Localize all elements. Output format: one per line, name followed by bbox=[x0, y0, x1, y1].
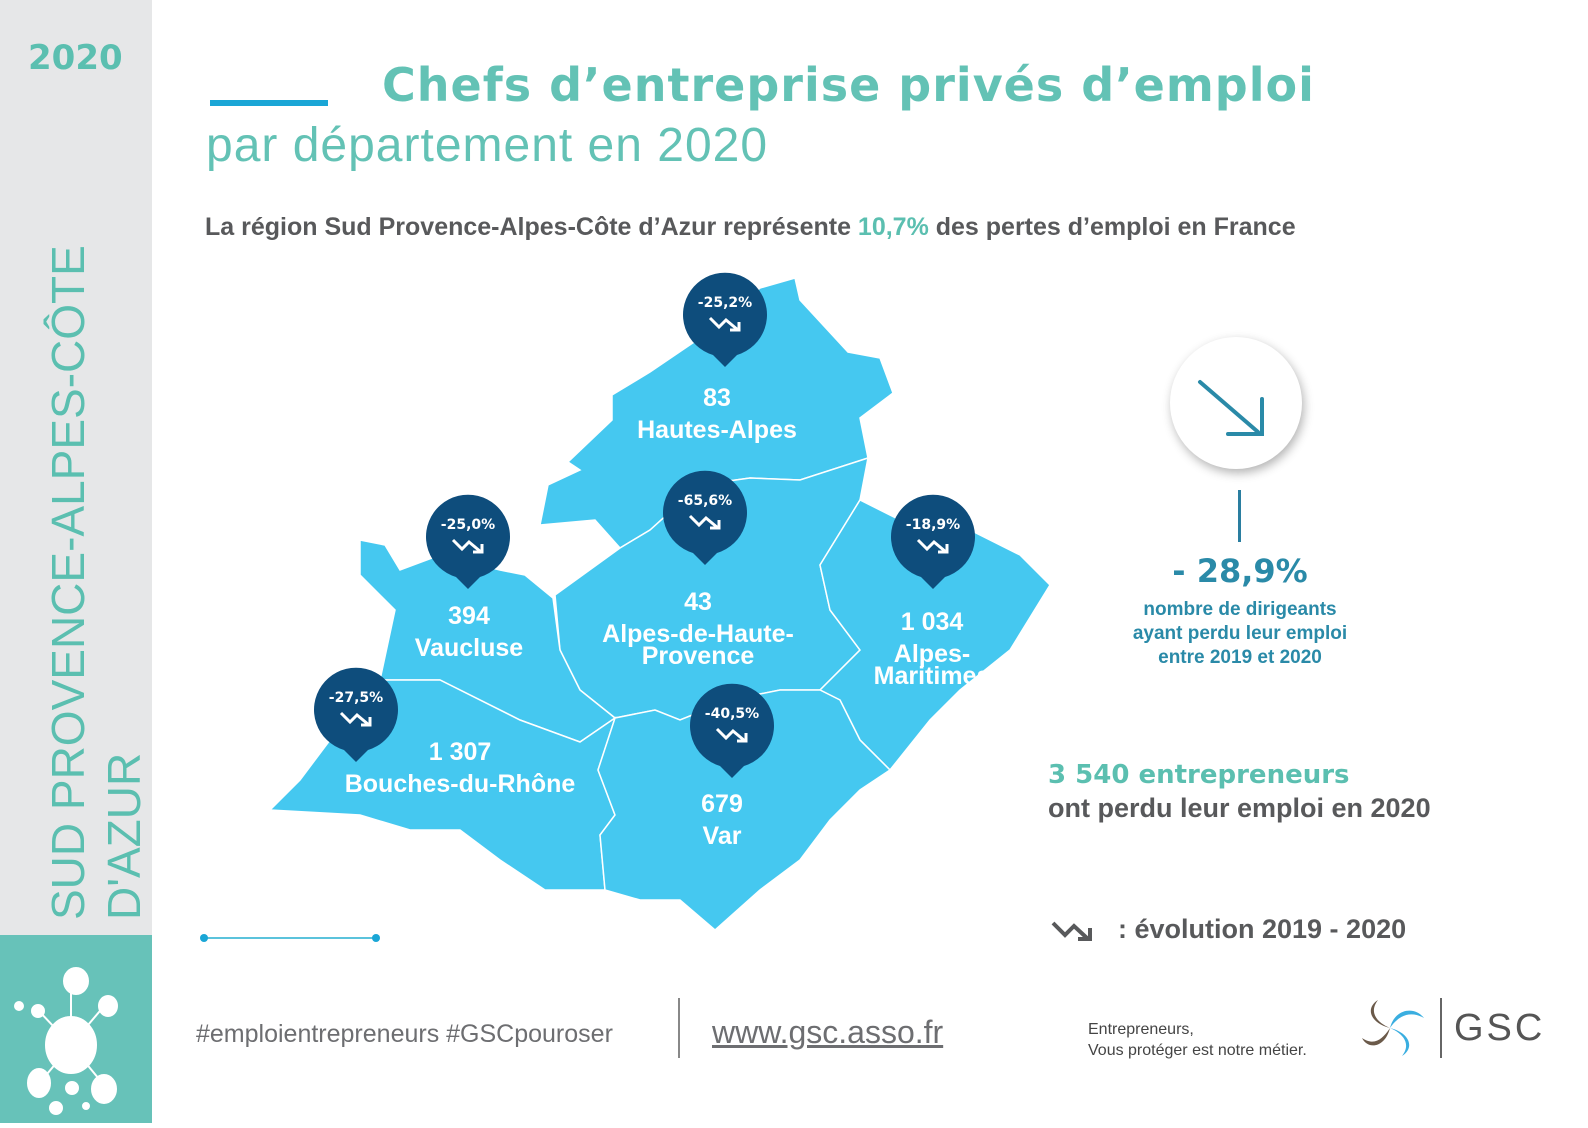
legend-label: : évolution 2019 - 2020 bbox=[1118, 914, 1407, 944]
share-text-before: La région Sud Provence-Alpes-Côte d’Azur… bbox=[205, 213, 858, 241]
total-description: ont perdu leur emploi en 2020 bbox=[1048, 793, 1431, 823]
evolution-pin: -40,5% bbox=[690, 683, 774, 778]
decorative-divider bbox=[200, 934, 380, 942]
sidebar: 2020 SUD PROVENCE-ALPES-CÔTE D'AZUR bbox=[0, 0, 152, 935]
description-line: ayant perdu leur emploi bbox=[1132, 623, 1348, 644]
evolution-percent: -25,0% bbox=[441, 517, 495, 533]
evolution-pin: -25,0% bbox=[426, 494, 511, 589]
description-line: entre 2019 et 2020 bbox=[1158, 647, 1322, 668]
gsc-logo: GSC bbox=[1360, 998, 1545, 1058]
page-subtitle: par département en 2020 bbox=[206, 119, 769, 172]
trend-down-icon bbox=[451, 538, 482, 554]
evolution-percent: -18,9% bbox=[906, 517, 960, 533]
page-title: Chefs d’entreprise privés d’emploi bbox=[382, 58, 1315, 112]
department-count: 83 bbox=[703, 384, 731, 412]
tagline: Entrepreneurs, Vous protéger est notre mé… bbox=[1088, 1019, 1307, 1061]
footer-separator bbox=[678, 998, 680, 1058]
trend-down-icon bbox=[715, 727, 746, 743]
trend-down-badge bbox=[1170, 337, 1302, 469]
trend-arrowhead bbox=[361, 717, 372, 727]
department-name: Vaucluse bbox=[415, 634, 523, 662]
department-count: 1 034 bbox=[901, 608, 964, 636]
title-accent-bar bbox=[210, 100, 328, 106]
legend: : évolution 2019 - 2020 bbox=[1050, 914, 1406, 945]
department-name: Var bbox=[703, 822, 742, 850]
department-count: 43 bbox=[684, 588, 712, 616]
year-label: 2020 bbox=[28, 38, 123, 78]
website-link[interactable]: www.gsc.asso.fr bbox=[712, 1014, 944, 1050]
trend-down-icon bbox=[1051, 921, 1092, 941]
arrow-down-right-icon bbox=[1198, 380, 1264, 436]
trend-arrowhead bbox=[473, 544, 484, 554]
trend-down-icon bbox=[708, 316, 739, 332]
evolution-percent: -65,6% bbox=[678, 493, 732, 509]
region-evolution-description: nombre de dirigeants ayant perdu leur em… bbox=[1100, 598, 1380, 670]
trend-arrowhead bbox=[730, 322, 741, 332]
network-logo bbox=[0, 935, 152, 1123]
trend-arrowhead bbox=[737, 733, 748, 743]
evolution-pin: -25,2% bbox=[683, 272, 768, 367]
share-text-after: des pertes d’emploi en France bbox=[928, 213, 1296, 241]
network-icon bbox=[14, 967, 118, 1115]
department-count: 394 bbox=[448, 602, 490, 630]
gsc-swirl-icon bbox=[1362, 1000, 1424, 1056]
description-line: nombre de dirigeants bbox=[1143, 599, 1337, 620]
trend-arrowhead bbox=[938, 544, 949, 554]
tagline-line: Entrepreneurs, bbox=[1088, 1021, 1194, 1038]
trend-down-icon bbox=[339, 711, 370, 727]
department-name: Provence bbox=[642, 642, 755, 670]
region-evolution-percent: - 28,9% bbox=[1172, 552, 1308, 590]
total-entrepreneurs: 3 540 entrepreneurs bbox=[1048, 760, 1350, 790]
department-name: Bouches-du-Rhône bbox=[345, 770, 576, 798]
evolution-pin: -27,5% bbox=[314, 667, 398, 762]
evolution-percent: -25,2% bbox=[698, 295, 752, 311]
trend-down-icon bbox=[688, 514, 719, 530]
logo-divider bbox=[1440, 998, 1442, 1058]
evolution-percent: -27,5% bbox=[329, 690, 383, 706]
department-count: 1 307 bbox=[429, 738, 492, 766]
department-vaucluse bbox=[359, 539, 617, 743]
department-name: Hautes-Alpes bbox=[637, 416, 797, 444]
evolution-pin: -65,6% bbox=[662, 470, 747, 565]
evolution-pin: -18,9% bbox=[891, 494, 975, 589]
hashtags: #emploientrepreneurs #GSCpouroser bbox=[196, 1020, 613, 1048]
region-share-text: La région Sud Provence-Alpes-Côte d’Azur… bbox=[205, 213, 1296, 242]
trend-arrowhead bbox=[710, 520, 721, 530]
department-name: Alpes-de-Haute- bbox=[602, 620, 794, 648]
department-name: Maritimes bbox=[874, 662, 991, 690]
connector-line bbox=[1238, 490, 1241, 542]
department-count: 679 bbox=[701, 790, 743, 818]
evolution-percent: -40,5% bbox=[705, 706, 759, 722]
brand-name: GSC bbox=[1454, 1006, 1546, 1049]
tagline-line: Vous protéger est notre métier. bbox=[1088, 1042, 1307, 1059]
trend-down-icon bbox=[916, 538, 947, 554]
department-name: Alpes- bbox=[894, 640, 970, 668]
share-percent: 10,7% bbox=[857, 213, 929, 241]
